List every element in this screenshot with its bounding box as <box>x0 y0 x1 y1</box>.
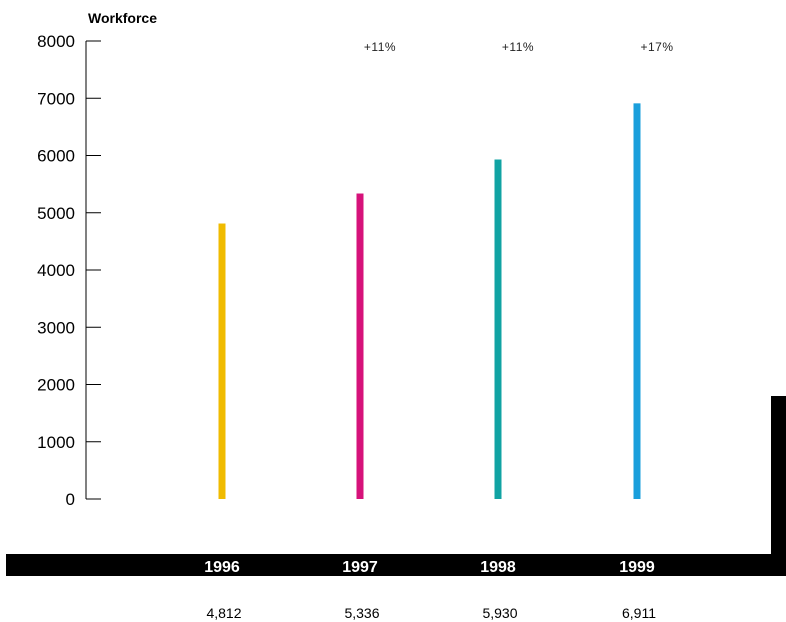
growth-label-1997: +11% <box>364 40 396 54</box>
y-axis-ticks: 0 1000 2000 3000 4000 5000 6000 7000 8000 <box>37 32 101 509</box>
bars <box>218 103 641 500</box>
value-label-1996: 4,812 <box>206 605 241 621</box>
y-tick-label: 2000 <box>37 376 75 395</box>
bar-1998 <box>494 159 502 499</box>
y-tick-label: 1000 <box>37 433 75 452</box>
category-labels: 1996 1997 1998 1999 <box>204 559 655 576</box>
y-tick-label: 4000 <box>37 261 75 280</box>
y-tick-label: 6000 <box>37 147 75 166</box>
category-label-1998: 1998 <box>480 559 516 576</box>
category-label-1999: 1999 <box>619 559 655 576</box>
right-bracket-bar <box>771 396 786 576</box>
y-tick-label: 3000 <box>37 318 75 337</box>
value-label-1997: 5,336 <box>344 605 379 621</box>
y-tick-label: 5000 <box>37 204 75 223</box>
y-tick-label: 7000 <box>37 89 75 108</box>
bar-1996 <box>218 223 226 499</box>
bar-1999 <box>633 103 641 500</box>
value-labels: 4,812 5,336 5,930 6,911 <box>206 605 656 621</box>
bar-1997 <box>356 193 364 499</box>
y-tick-label: 8000 <box>37 32 75 51</box>
growth-labels: +11% +11% +17% <box>364 40 673 54</box>
y-axis-title: Workforce <box>88 10 157 26</box>
growth-label-1998: +11% <box>502 40 534 54</box>
value-label-1999: 6,911 <box>622 605 656 621</box>
category-band <box>6 554 786 576</box>
value-label-1998: 5,930 <box>482 605 517 621</box>
y-tick-label: 0 <box>66 490 75 509</box>
growth-label-1999: +17% <box>640 40 673 54</box>
category-label-1997: 1997 <box>342 559 378 576</box>
category-label-1996: 1996 <box>204 559 240 576</box>
